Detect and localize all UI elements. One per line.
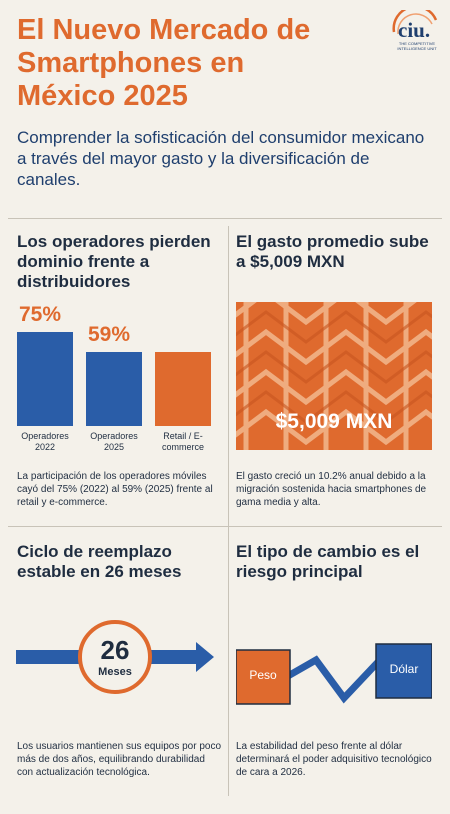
exchange-graphic	[236, 643, 432, 705]
bar-2	[86, 352, 142, 426]
bar-category-label: Operadores 2022	[21, 431, 69, 452]
operators-title: Los operadores pierden dominio frente a …	[17, 232, 211, 291]
page-title: El Nuevo Mercado de Smartphones en Méxic…	[17, 14, 311, 112]
divider-top	[8, 218, 442, 219]
operators-description: La participación de los operadores móvil…	[17, 471, 213, 508]
exchange-description: La estabilidad del peso frente al dólar …	[236, 741, 432, 778]
cycle-arrow-graphic	[16, 620, 214, 694]
bar-3	[155, 352, 211, 426]
logo-arc-icon	[392, 10, 438, 35]
exchange-title: El tipo de cambio es el riesgo principal	[236, 542, 420, 581]
bar-category-label: Retail / E-commerce	[161, 431, 204, 452]
bar-value-label: 59%	[88, 323, 131, 346]
spending-value: $5,009 MXN	[275, 410, 393, 433]
logo-tagline: THE COMPETITIVE INTELLIGENCE UNIT	[397, 41, 437, 51]
page-subtitle: Comprender la sofisticación del consumid…	[17, 128, 425, 189]
spending-description: El gasto creció un 10.2% anual debido a …	[236, 471, 427, 508]
logo-text: ciu.	[398, 18, 431, 42]
cycle-number: 26	[100, 635, 130, 665]
divider-vertical	[228, 226, 229, 796]
bar-category-label: Operadores 2025	[90, 431, 138, 452]
divider-middle	[8, 526, 442, 527]
spending-pattern-graphic	[236, 302, 432, 450]
peso-label: Peso	[249, 668, 277, 682]
cycle-unit: Meses	[98, 666, 132, 678]
ciu-logo: ciu. THE COMPETITIVE INTELLIGENCE UNIT	[380, 10, 442, 60]
cycle-title: Ciclo de reemplazo estable en 26 meses	[17, 542, 182, 581]
spending-title: El gasto promedio sube a $5,009 MXN	[236, 232, 429, 271]
dolar-label: Dólar	[389, 662, 419, 676]
cycle-description: Los usuarios mantienen sus equipos por p…	[17, 741, 222, 778]
bar-1	[17, 332, 73, 426]
bar-value-label: 75%	[19, 303, 62, 326]
